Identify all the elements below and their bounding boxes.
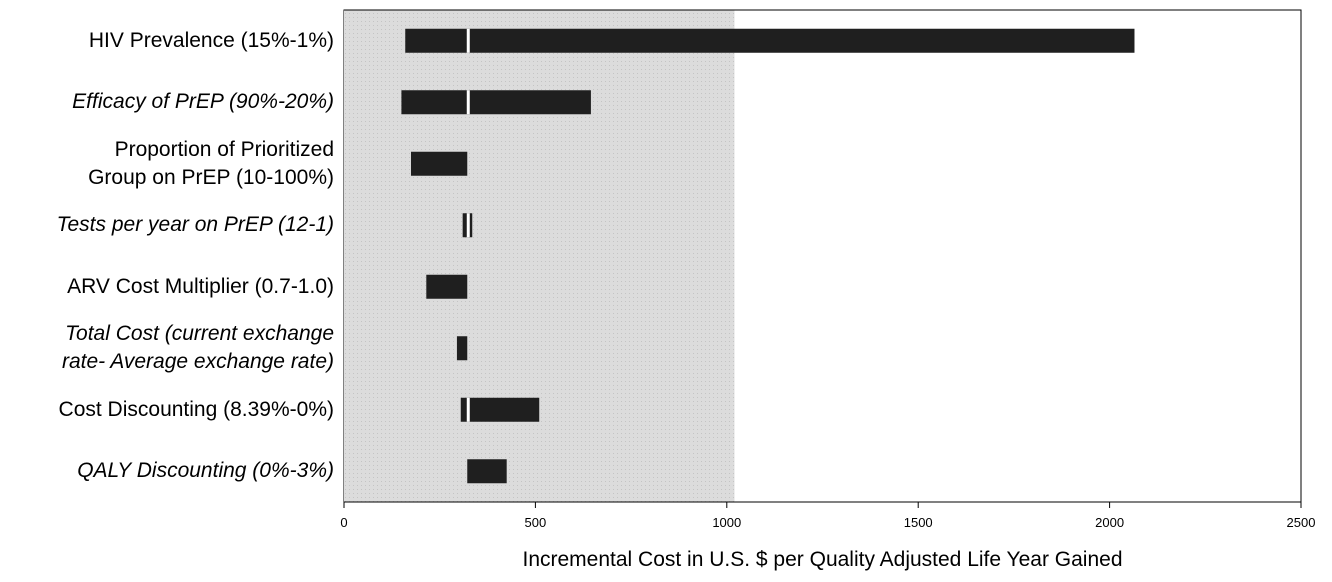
category-label-6: Cost Discounting (8.39%-0%)	[59, 396, 334, 424]
bar-5	[456, 336, 468, 361]
bar-7	[467, 459, 507, 484]
bar-0	[405, 28, 1135, 53]
category-label-1: Efficacy of PrEP (90%-20%)	[72, 88, 334, 116]
category-label-4: ARV Cost Multiplier (0.7-1.0)	[67, 273, 334, 301]
category-label-line: Efficacy of PrEP (90%-20%)	[72, 90, 334, 114]
bar-4	[426, 274, 468, 299]
category-label-line: Tests per year on PrEP (12-1)	[56, 213, 334, 237]
bar-6	[460, 397, 540, 422]
x-tick-label-1: 500	[525, 515, 547, 530]
category-label-line: rate- Average exchange rate)	[62, 350, 334, 374]
category-label-line: Cost Discounting (8.39%-0%)	[58, 397, 334, 421]
category-label-3: Tests per year on PrEP (12-1)	[57, 211, 334, 239]
x-tick-label-0: 0	[340, 515, 347, 530]
bar-2	[410, 151, 468, 176]
category-label-2: Proportion of Prioritized Group on PrEP (…	[88, 136, 334, 192]
bar-1	[401, 90, 591, 115]
x-tick-label-4: 2000	[1095, 515, 1124, 530]
category-label-line: ARV Cost Multiplier (0.7-1.0)	[67, 274, 334, 298]
category-label-line: HIV Prevalence (15%-1%)	[88, 28, 334, 52]
category-label-line: QALY Discounting (0%-3%)	[77, 459, 334, 483]
x-tick-label-3: 1500	[904, 515, 933, 530]
x-tick-label-2: 1000	[712, 515, 741, 530]
x-axis-label: Incremental Cost in U.S. $ per Quality A…	[522, 548, 1123, 571]
category-label-line: Proportion of Prioritized	[114, 137, 334, 161]
x-tick-label-5: 2500	[1287, 515, 1316, 530]
category-label-0: HIV Prevalence (15%-1%)	[89, 27, 334, 55]
category-label-7: QALY Discounting (0%-3%)	[77, 457, 334, 485]
category-label-line: Total Cost (current exchange	[65, 322, 334, 346]
category-label-line: Group on PrEP (10-100%)	[88, 165, 334, 189]
category-label-5: Total Cost (current exchange rate- Averag…	[62, 320, 334, 376]
shaded-region	[344, 10, 735, 502]
